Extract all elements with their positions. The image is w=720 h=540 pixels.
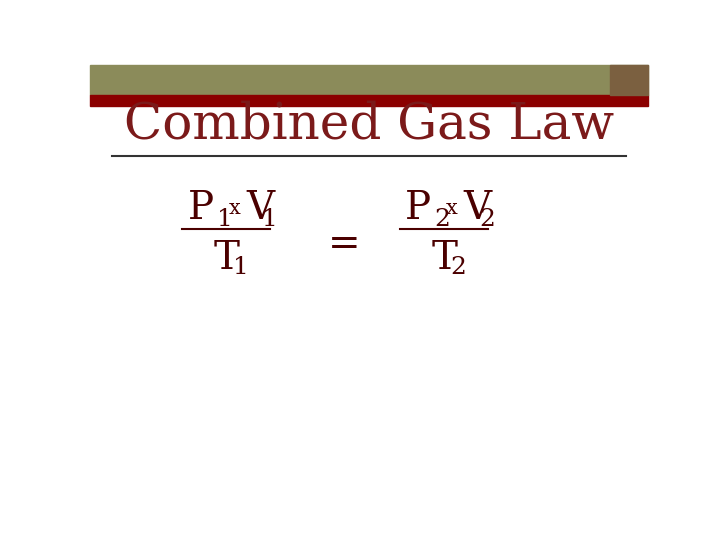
Text: 1: 1 [262, 208, 278, 231]
Text: V: V [246, 190, 274, 227]
Text: =: = [328, 226, 360, 263]
Text: 2: 2 [480, 208, 495, 231]
Bar [610, 65, 648, 94]
Text: 1: 1 [217, 208, 233, 231]
Text: 2: 2 [434, 208, 450, 231]
Text: Combined Gas Law: Combined Gas Law [124, 100, 614, 150]
Text: x: x [446, 199, 458, 219]
Text: T: T [431, 240, 457, 276]
Bar [90, 94, 648, 106]
Text: P: P [405, 190, 431, 227]
Text: T: T [214, 240, 240, 276]
Text: P: P [188, 190, 214, 227]
Text: V: V [464, 190, 492, 227]
Bar [90, 65, 648, 94]
Text: 1: 1 [233, 256, 248, 279]
Text: 2: 2 [450, 256, 467, 279]
Text: x: x [228, 199, 240, 219]
